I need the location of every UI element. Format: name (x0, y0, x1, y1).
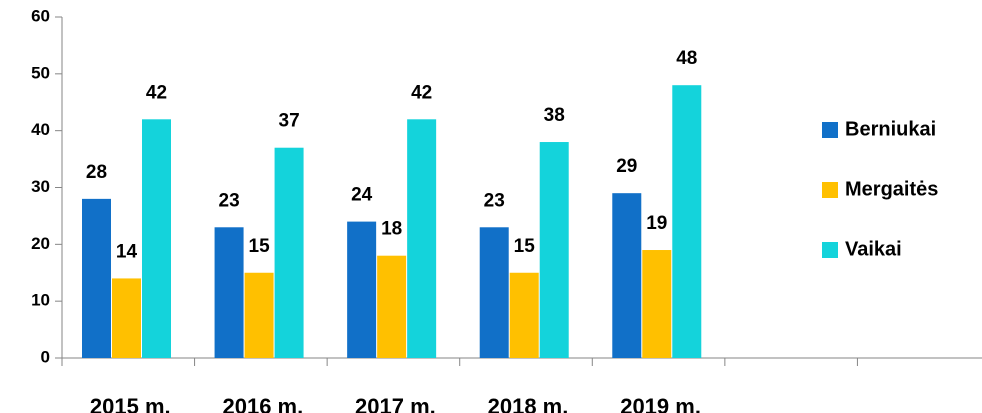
y-tick-label: 10 (31, 291, 50, 310)
bar (142, 119, 171, 358)
bar (274, 147, 304, 358)
x-tick-label: 2016 m. (222, 394, 303, 413)
x-tick-label: 2015 m. (90, 394, 171, 413)
bar (377, 255, 407, 358)
bar (642, 250, 672, 358)
data-label: 18 (381, 219, 402, 240)
data-label: 29 (616, 156, 637, 177)
data-label: 24 (351, 185, 373, 206)
legend-label: Mergaitės (845, 178, 938, 200)
bar (82, 198, 111, 358)
data-label: 15 (514, 236, 536, 257)
y-tick-label: 20 (31, 234, 50, 253)
bar (214, 227, 244, 358)
bar (347, 221, 377, 358)
y-tick-label: 40 (31, 120, 50, 139)
bar (672, 85, 702, 358)
bar (244, 272, 274, 358)
y-tick-label: 60 (31, 6, 50, 25)
bar (539, 142, 569, 358)
x-tick-label: 2018 m. (488, 394, 569, 413)
data-label: 19 (646, 213, 667, 234)
data-label: 23 (484, 190, 505, 211)
data-label: 15 (249, 236, 271, 257)
legend-label: Berniukai (845, 118, 936, 140)
data-label: 48 (676, 48, 697, 69)
bar (479, 227, 509, 358)
x-tick-label: 2019 m. (620, 394, 701, 413)
legend-swatch (822, 242, 838, 258)
x-tick-label: 2017 m. (355, 394, 436, 413)
bar (407, 119, 437, 358)
legend-label: Vaikai (845, 238, 902, 260)
data-label: 37 (279, 111, 300, 132)
bar (112, 278, 141, 358)
data-label: 38 (544, 105, 565, 126)
data-label: 28 (86, 162, 107, 183)
y-tick-label: 50 (31, 63, 50, 82)
data-label: 42 (146, 82, 167, 103)
data-label: 23 (219, 190, 240, 211)
data-label: 42 (411, 82, 432, 103)
bar (509, 272, 539, 358)
legend-swatch (822, 122, 838, 138)
y-tick-label: 30 (31, 177, 50, 196)
legend-swatch (822, 182, 838, 198)
data-label: 14 (116, 241, 138, 262)
bar (612, 193, 642, 358)
y-tick-label: 0 (41, 347, 50, 366)
